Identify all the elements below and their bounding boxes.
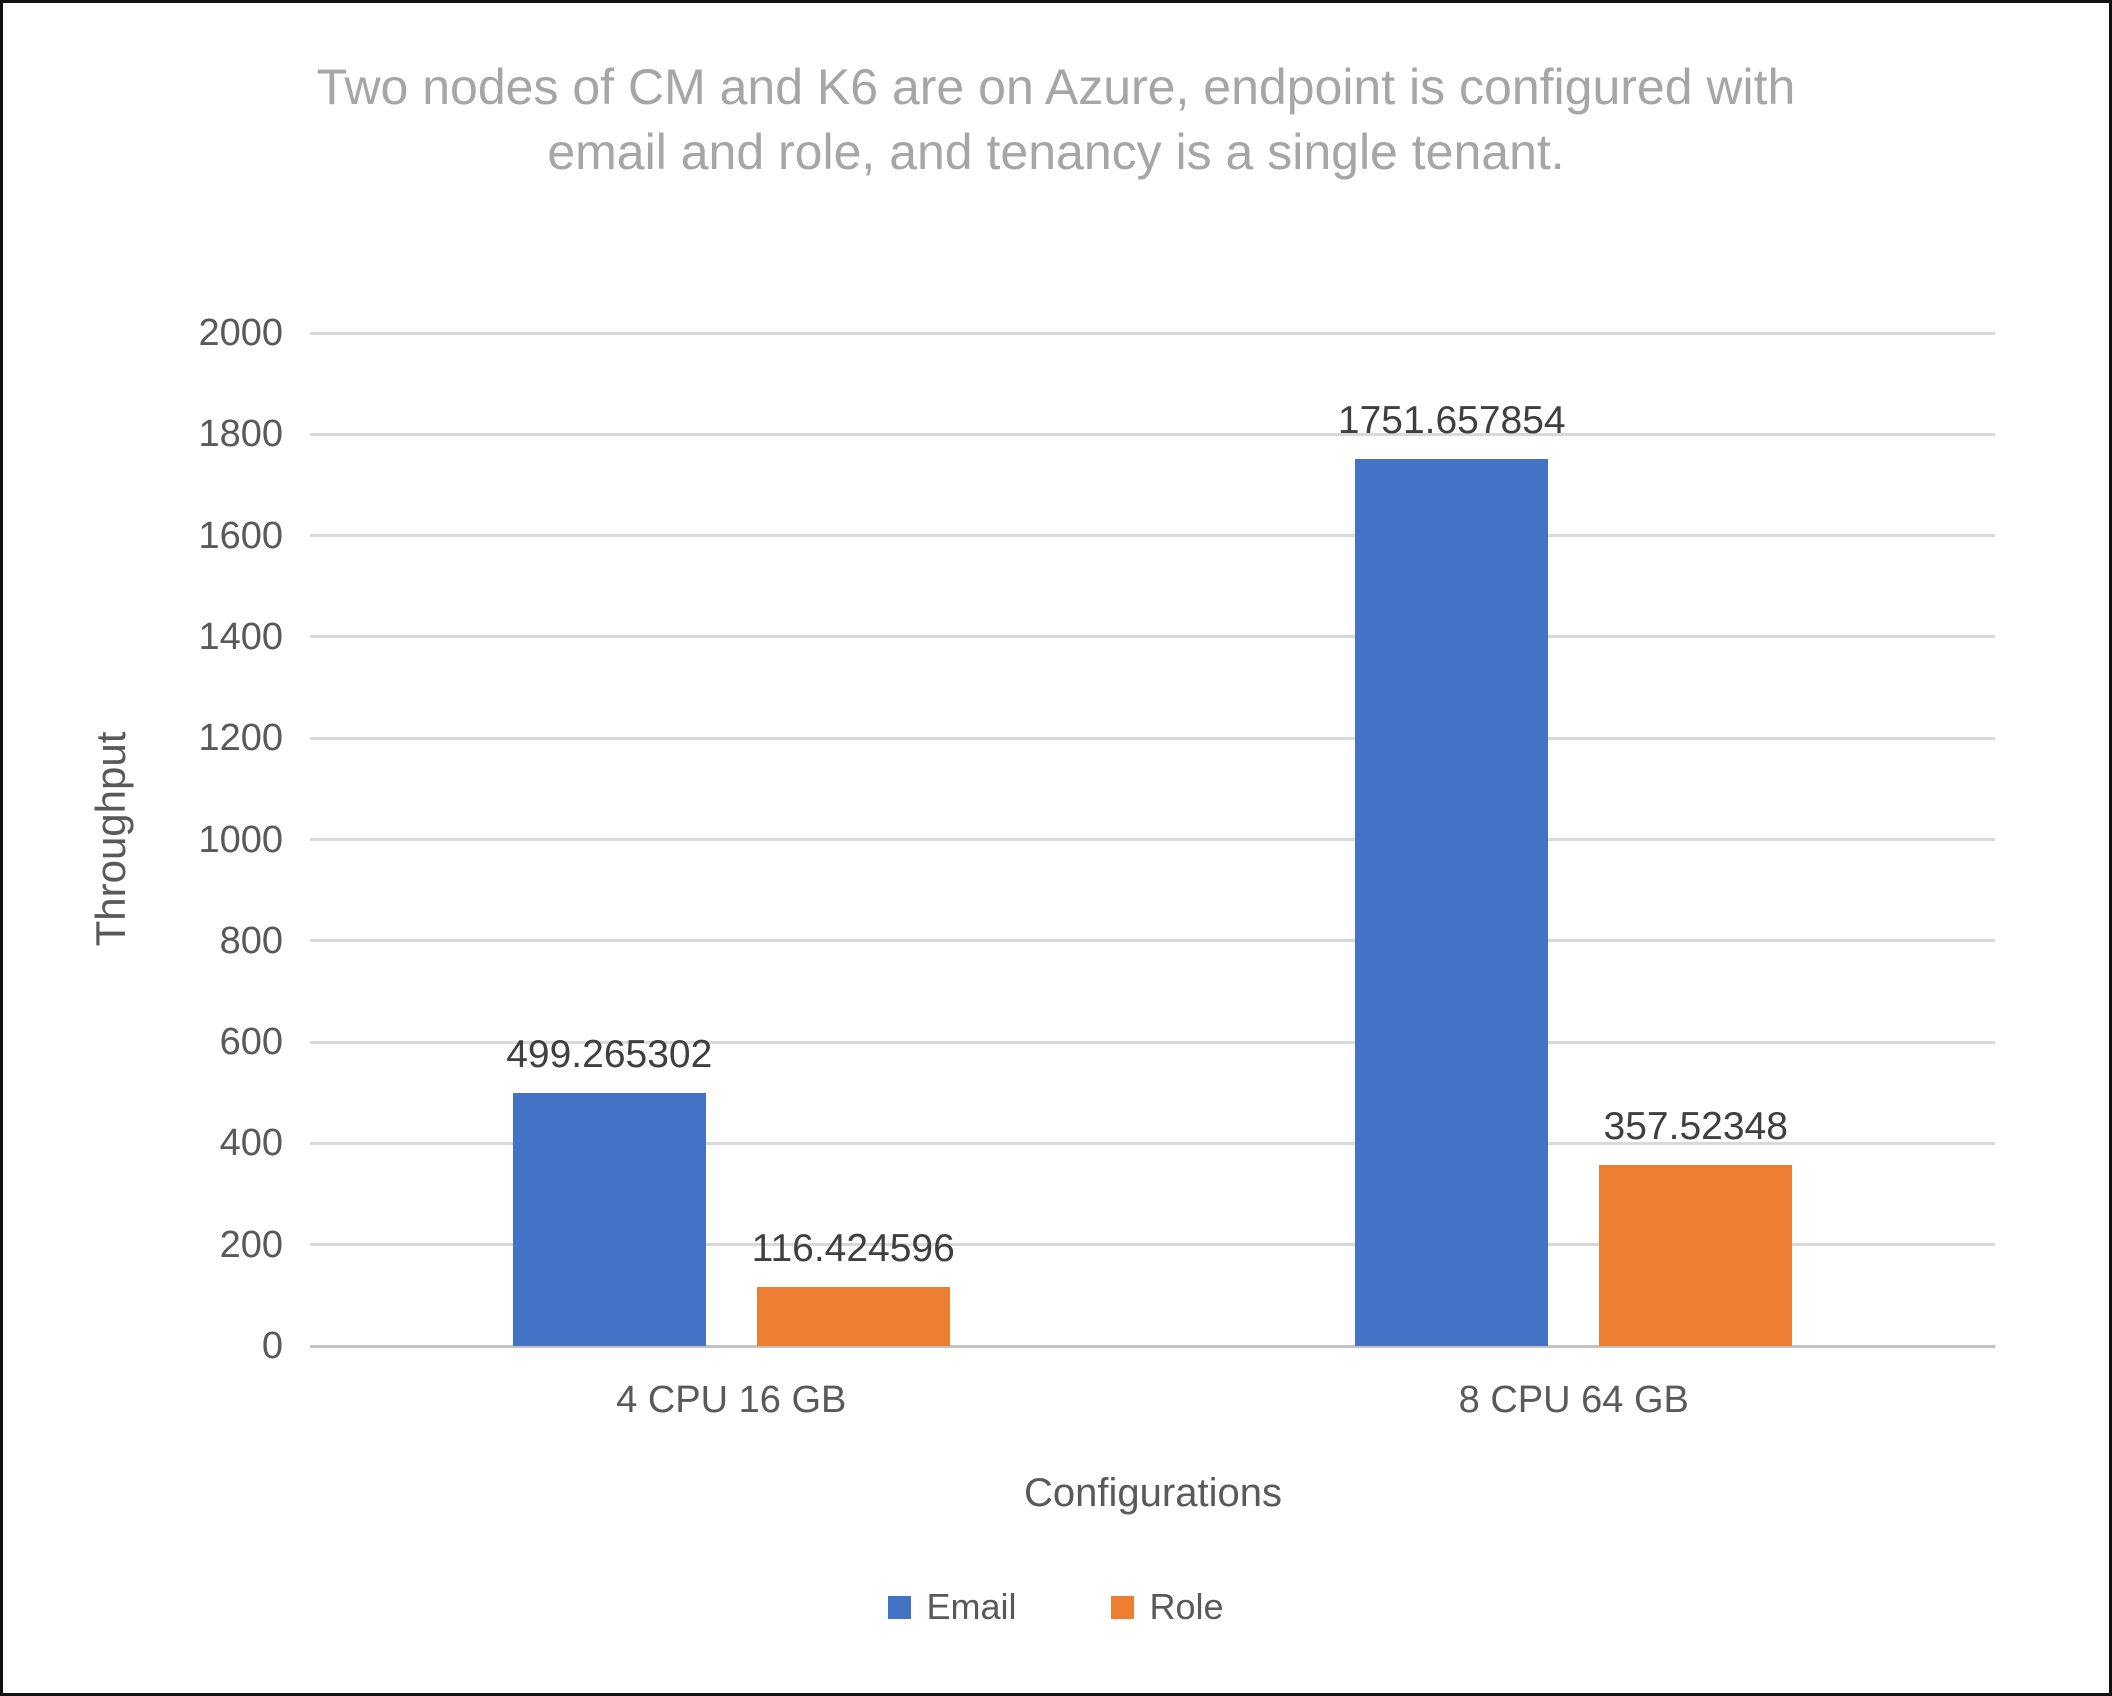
- gridline-1600: [310, 534, 1995, 538]
- bar-email-4-cpu-16-gb: [512, 1093, 706, 1346]
- y-tick-label-200: 200: [219, 1223, 283, 1266]
- data-label-role-4-cpu-16-gb: 116.424596: [751, 1227, 955, 1271]
- bar-role-4-cpu-16-gb: [756, 1287, 950, 1346]
- gridline-1000: [310, 838, 1995, 841]
- legend-item-email: Email: [888, 1589, 1016, 1625]
- legend-label-email: Email: [926, 1586, 1017, 1627]
- data-label-email-8-cpu-64-gb: 1751.657854: [1337, 398, 1566, 442]
- y-tick-label-1400: 1400: [198, 615, 283, 658]
- bar-role-8-cpu-64-gb: [1599, 1164, 1793, 1346]
- y-tick-label-2000: 2000: [198, 312, 283, 354]
- gridline-2000: [310, 331, 1995, 335]
- legend-swatch-email-icon: [888, 1595, 912, 1619]
- x-axis-category-labels: 4 CPU 16 GB 8 CPU 64 GB: [310, 1379, 1995, 1429]
- bar-email-8-cpu-64-gb: [1355, 458, 1549, 1346]
- y-tick-label-600: 600: [219, 1021, 283, 1064]
- legend: Email Role: [3, 1589, 2109, 1625]
- y-tick-label-1600: 1600: [198, 514, 283, 557]
- plot-area: 499.265302 116.424596 1751.657854 357.52348: [310, 331, 1995, 1348]
- data-label-role-8-cpu-64-gb: 357.52348: [1603, 1105, 1788, 1149]
- y-tick-label-1200: 1200: [198, 717, 283, 760]
- legend-item-role: Role: [1111, 1586, 1224, 1627]
- y-tick-label-1800: 1800: [198, 413, 283, 456]
- y-tick-label-400: 400: [219, 1122, 283, 1165]
- y-axis-tick-labels: 0 200 400 600 800 1000 1200 1400 1600 1800 2000: [3, 314, 283, 1365]
- y-tick-label-1000: 1000: [198, 818, 283, 861]
- y-tick-label-0: 0: [261, 1325, 283, 1367]
- gridline-200: [310, 1243, 1995, 1247]
- data-label-email-4-cpu-16-gb: 499.265302: [506, 1033, 713, 1077]
- x-axis-line: [310, 1344, 1995, 1348]
- x-category-label-8-cpu-64-gb: 8 CPU 64 GB: [1458, 1379, 1689, 1421]
- x-category-label-4-cpu-16-gb: 4 CPU 16 GB: [616, 1379, 847, 1421]
- legend-swatch-role-icon: [1111, 1595, 1135, 1619]
- gridline-800: [310, 939, 1995, 943]
- gridline-600: [310, 1040, 1995, 1044]
- y-tick-label-800: 800: [219, 919, 283, 962]
- gridline-1400: [310, 635, 1995, 639]
- legend-label-role: Role: [1149, 1586, 1224, 1627]
- gridline-1800: [310, 432, 1995, 436]
- gridline-400: [310, 1141, 1995, 1145]
- gridline-1200: [310, 736, 1995, 740]
- x-axis-title: Configurations: [1024, 1471, 1282, 1515]
- chart-title: Two nodes of CM and K6 are on Azure, end…: [316, 59, 1796, 180]
